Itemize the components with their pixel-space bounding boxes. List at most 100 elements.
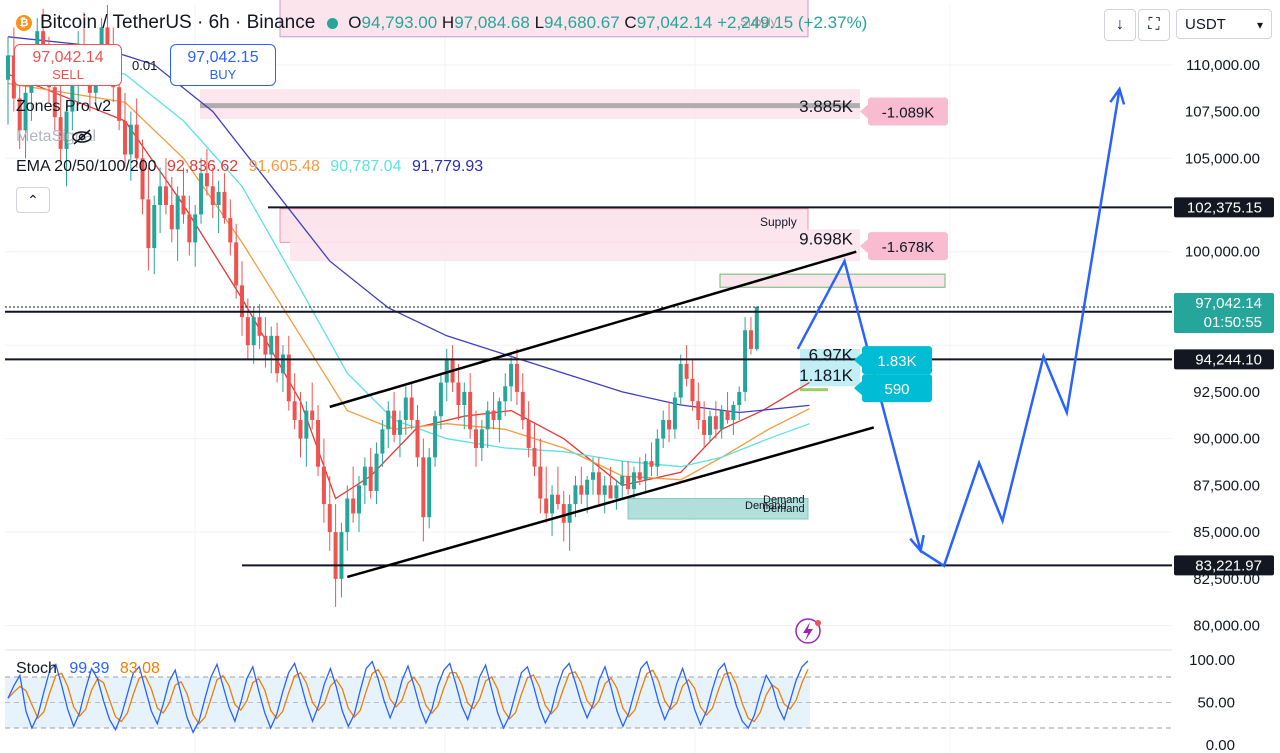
demand-label: Demand [745,500,787,512]
candle-body [731,405,736,420]
candle-body [204,173,209,187]
candle-body [316,419,321,467]
candle-body [702,419,707,435]
sell-label: SELL [52,67,84,82]
candle-body [327,504,332,533]
candle-body [591,472,595,480]
delta-badge-text: 590 [884,381,909,398]
sell-box [719,273,946,288]
price-tick-label: 90,000.00 [1193,431,1260,448]
price-axis[interactable]: 80,000.0082,500.0085,000.0087,500.0090,0… [1174,10,1274,635]
stoch-k-value: 99.39 [69,660,110,677]
candle-body [743,330,748,392]
candle-body [585,479,590,495]
candle-body [163,186,168,206]
candle-body [661,419,666,439]
symbol-title[interactable]: Bitcoin / TetherUS · 6h · Binance [40,12,316,33]
price-tick-label: 87,500.00 [1193,477,1260,494]
candle-body [421,457,426,518]
candle-body [374,453,379,491]
candle-body [409,397,414,420]
candle-body [321,466,326,505]
candle-body [23,92,28,131]
sell-button[interactable]: 97,042.14 SELL [14,44,122,86]
ema50-value: 91,605.48 [248,158,320,175]
candle-body [123,120,127,155]
candle-body [228,218,233,243]
ema-line-ema50 [7,82,810,481]
projection-arrow-up [1109,86,1126,105]
ema-indicator[interactable]: EMA 20/50/100/200 92,836.62 91,605.48 90… [16,158,483,176]
metasignal-indicator[interactable]: MetaSignal [16,128,96,146]
candle-body [392,410,397,435]
ema-line-ema200 [7,36,810,414]
candle-body [614,485,619,499]
countdown-text: 01:50:55 [1204,314,1262,331]
download-button[interactable]: ↓ [1104,9,1136,41]
price-level-text: 83,221.97 [1195,557,1262,574]
candle-body [6,55,10,80]
delta-badge [868,97,948,126]
channel-upper-line [329,250,857,409]
candle-body [251,317,256,346]
candle-body [292,401,297,420]
candle-body [134,124,139,159]
price-level-badge [1174,555,1274,576]
candle-body [175,195,180,230]
hidden-eye-icon[interactable] [71,129,93,145]
delta-badge [862,346,932,375]
stoch-legend[interactable]: Stoch 99.39 83.08 [16,660,160,678]
candle-body [286,354,291,402]
collapse-legend-button[interactable]: ⌃ [16,187,50,213]
lightning-glyph [803,622,813,641]
bitcoin-logo-icon: ₿ [16,15,32,31]
candle-body [146,199,151,248]
candle-body [433,416,438,458]
chevron-down-icon: ▾ [1256,18,1263,32]
fullscreen-icon: ⛶ [1148,16,1160,33]
candle-body [667,419,672,430]
currency-select[interactable]: USDT ▾ [1176,9,1272,39]
candle-body [608,485,613,499]
marker-bar [800,388,828,392]
candle-body [345,498,350,533]
candle-body [456,382,461,406]
fullscreen-button[interactable]: ⛶ [1138,9,1170,41]
candle-body [520,391,525,420]
delta-badge-text: -1.089K [882,105,935,122]
price-level-badge [1174,293,1274,334]
candle-body [579,485,584,495]
zones-indicator-label[interactable]: Zones Pro v2 [16,98,112,115]
demand-label: Demand [763,494,805,506]
price-levels [5,206,1172,567]
candle-body [210,186,215,206]
candle-body [193,214,198,243]
candle-body [380,429,385,454]
candle-body [637,472,642,480]
candle-body [403,397,408,420]
candle-body [187,214,192,243]
price-level-text: 97,042.14 [1195,295,1262,312]
delta-badge-pointer [854,353,862,368]
candle-body [754,307,759,350]
candle-body [485,410,490,430]
ema-line-ema100 [7,54,810,468]
candle-body [245,317,250,346]
candle-body [538,466,543,499]
volume-label: 1.181K [799,366,854,385]
candle-body [339,532,344,579]
currency-value: USDT [1185,16,1226,33]
candle-body [737,391,742,406]
stoch-d-value: 83.08 [119,660,160,677]
stoch-d-line [7,668,809,725]
symbol-header: ₿ Bitcoin / TetherUS · 6h · Binance O94,… [16,12,867,34]
ema100-value: 90,787.04 [330,158,402,175]
candle-body [58,117,63,149]
buy-button[interactable]: 97,042.15 BUY [170,44,276,86]
candle-body [678,363,683,398]
candle-body [269,335,274,355]
candle-body [333,532,338,579]
